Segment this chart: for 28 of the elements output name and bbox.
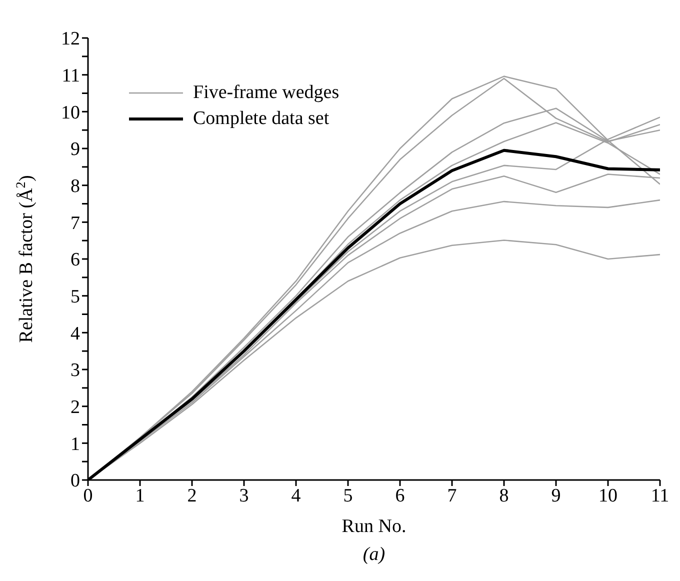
x-tick-label: 3 [239,485,249,506]
x-tick-label: 2 [187,485,197,506]
legend-label: Complete data set [193,108,330,130]
x-tick-label: 8 [499,485,509,506]
y-tick-label: 8 [70,176,80,198]
legend-label: Five-frame wedges [193,82,340,104]
x-tick-label: 11 [650,485,670,506]
y-tick-label: 10 [61,102,80,124]
y-tick-label: 3 [70,360,80,382]
y-tick-label: 4 [70,323,80,344]
x-tick-label: 5 [343,485,353,506]
x-tick-label: 6 [395,485,405,506]
y-tick-label: 1 [70,434,80,455]
y-tick-label: 9 [70,139,80,160]
x-tick-label: 9 [551,485,561,506]
y-tick-label: 12 [61,28,80,50]
x-tick-label: 7 [447,485,457,506]
text: (a) [362,544,386,566]
x-axis-title: Run No. [342,516,406,537]
y-tick-label: 6 [70,250,80,271]
y-tick-label: 0 [70,470,80,492]
y-tick-label: 7 [70,212,80,234]
y-tick-label: 11 [62,66,80,87]
x-tick-label: 4 [291,485,302,506]
x-tick-label: 1 [135,485,145,506]
x-tick-label: 10 [598,485,618,506]
y-tick-label: 2 [70,397,80,418]
y-tick-label: 5 [70,286,80,308]
